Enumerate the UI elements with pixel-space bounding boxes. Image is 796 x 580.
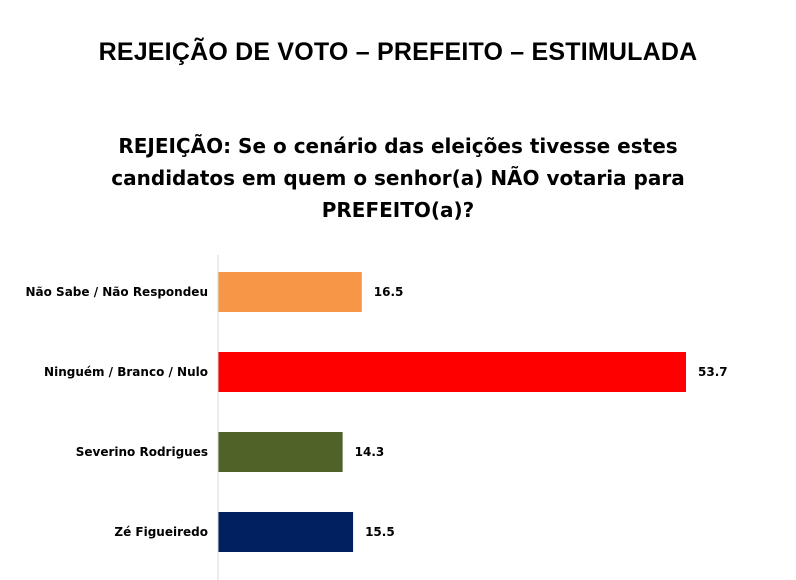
survey-question: REJEIÇÃO: Se o cenário das eleições tive…: [111, 134, 685, 222]
category-label: Severino Rodrigues: [76, 445, 208, 459]
bar: [218, 432, 343, 472]
category-label: Zé Figueiredo: [114, 525, 208, 539]
data-label: 53.7: [698, 365, 728, 379]
category-label: Não Sabe / Não Respondeu: [25, 285, 208, 299]
rejection-bar-chart: Não Sabe / Não Respondeu 16.5 Ninguém / Br…: [25, 255, 728, 580]
bar: [218, 512, 354, 552]
data-label: 14.3: [355, 445, 385, 459]
category-label: Ninguém / Branco / Nulo: [44, 365, 208, 379]
page-title: REJEIÇÃO DE VOTO – PREFEITO – ESTIMULADA: [98, 38, 698, 66]
bar: [218, 272, 362, 312]
bar: [218, 352, 686, 392]
data-label: 15.5: [365, 525, 395, 539]
data-label: 16.5: [374, 285, 404, 299]
